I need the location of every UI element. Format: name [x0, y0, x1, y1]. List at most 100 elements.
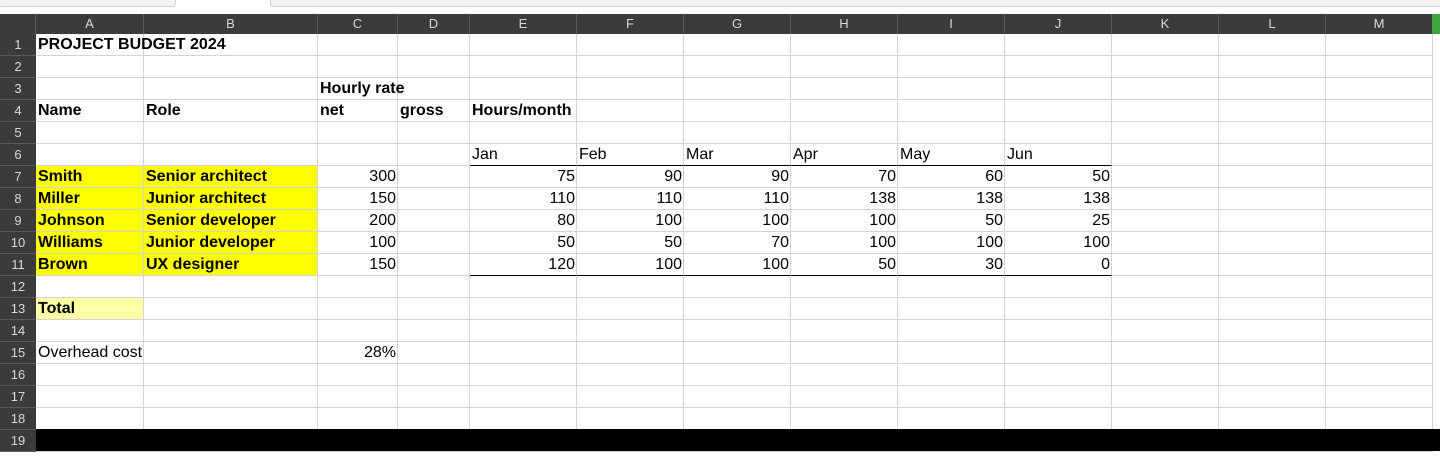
hours-jan[interactable]: 120: [470, 254, 577, 276]
hours-mar[interactable]: 70: [684, 232, 791, 254]
cell-M11[interactable]: [1326, 254, 1433, 276]
cell-C2[interactable]: [318, 56, 398, 78]
cell-L6[interactable]: [1219, 144, 1326, 166]
cell-D10[interactable]: [398, 232, 470, 254]
cell-A16[interactable]: [36, 364, 144, 386]
cell-A14[interactable]: [36, 320, 144, 342]
row-header-8[interactable]: 8: [0, 188, 36, 210]
cell-F16[interactable]: [577, 364, 684, 386]
cell-K18[interactable]: [1112, 408, 1219, 430]
cell-A12[interactable]: [36, 276, 144, 298]
row-header-3[interactable]: 3: [0, 78, 36, 100]
cell-A3[interactable]: [36, 78, 144, 100]
cell-D15[interactable]: [398, 342, 470, 364]
net-header[interactable]: net: [318, 100, 398, 122]
hours-apr[interactable]: 50: [791, 254, 898, 276]
cell-D3[interactable]: [398, 78, 470, 100]
cell-M3[interactable]: [1326, 78, 1433, 100]
month-header-may[interactable]: May: [898, 144, 1005, 166]
cell-B15[interactable]: [144, 342, 318, 364]
cell-F13[interactable]: [577, 298, 684, 320]
cell-I15[interactable]: [898, 342, 1005, 364]
month-header-jan[interactable]: Jan: [470, 144, 577, 166]
row-header-18[interactable]: 18: [0, 408, 36, 430]
cell-A2[interactable]: [36, 56, 144, 78]
cell-M1[interactable]: [1326, 34, 1433, 56]
cell-E14[interactable]: [470, 320, 577, 342]
cell-M15[interactable]: [1326, 342, 1433, 364]
column-header-E[interactable]: E: [470, 14, 577, 34]
cell-D11[interactable]: [398, 254, 470, 276]
hours-apr[interactable]: 100: [791, 232, 898, 254]
hours-mar[interactable]: 110: [684, 188, 791, 210]
hours-jun[interactable]: 50: [1005, 166, 1112, 188]
cell-F2[interactable]: [577, 56, 684, 78]
cell-E1[interactable]: [470, 34, 577, 56]
hours-jun[interactable]: 25: [1005, 210, 1112, 232]
cell-M13[interactable]: [1326, 298, 1433, 320]
overhead-label[interactable]: Overhead cost: [36, 342, 144, 364]
hours-may[interactable]: 30: [898, 254, 1005, 276]
column-header-F[interactable]: F: [577, 14, 684, 34]
row-header-7[interactable]: 7: [0, 166, 36, 188]
cell-L18[interactable]: [1219, 408, 1326, 430]
cell-A17[interactable]: [36, 386, 144, 408]
cell-F15[interactable]: [577, 342, 684, 364]
row-header-19[interactable]: 19: [0, 430, 36, 452]
cell-C18[interactable]: [318, 408, 398, 430]
cell-M10[interactable]: [1326, 232, 1433, 254]
hours-apr[interactable]: 100: [791, 210, 898, 232]
cell-J1[interactable]: [1005, 34, 1112, 56]
cell-E16[interactable]: [470, 364, 577, 386]
cell-I17[interactable]: [898, 386, 1005, 408]
column-header-C[interactable]: C: [318, 14, 398, 34]
cell-E18[interactable]: [470, 408, 577, 430]
cell-J5[interactable]: [1005, 122, 1112, 144]
hours-feb[interactable]: 110: [577, 188, 684, 210]
hours-mar[interactable]: 90: [684, 166, 791, 188]
cell-M6[interactable]: [1326, 144, 1433, 166]
row-header-11[interactable]: 11: [0, 254, 36, 276]
cell-D9[interactable]: [398, 210, 470, 232]
cell-D6[interactable]: [398, 144, 470, 166]
cell-C12[interactable]: [318, 276, 398, 298]
cell-D8[interactable]: [398, 188, 470, 210]
cell-C16[interactable]: [318, 364, 398, 386]
row-header-14[interactable]: 14: [0, 320, 36, 342]
cell-L2[interactable]: [1219, 56, 1326, 78]
cell-H13[interactable]: [791, 298, 898, 320]
cell-K8[interactable]: [1112, 188, 1219, 210]
row-header-2[interactable]: 2: [0, 56, 36, 78]
cell-D16[interactable]: [398, 364, 470, 386]
cell-I13[interactable]: [898, 298, 1005, 320]
cell-J15[interactable]: [1005, 342, 1112, 364]
staff-name[interactable]: Williams: [36, 232, 144, 254]
cell-G3[interactable]: [684, 78, 791, 100]
column-header-D[interactable]: D: [398, 14, 470, 34]
cell-G5[interactable]: [684, 122, 791, 144]
cell-K16[interactable]: [1112, 364, 1219, 386]
hours-month-header[interactable]: Hours/month: [470, 100, 577, 122]
cell-M4[interactable]: [1326, 100, 1433, 122]
hours-apr[interactable]: 138: [791, 188, 898, 210]
cell-J13[interactable]: [1005, 298, 1112, 320]
cell-I18[interactable]: [898, 408, 1005, 430]
cell-I2[interactable]: [898, 56, 1005, 78]
cell-M12[interactable]: [1326, 276, 1433, 298]
cell-F3[interactable]: [577, 78, 684, 100]
cell-I14[interactable]: [898, 320, 1005, 342]
hours-may[interactable]: 100: [898, 232, 1005, 254]
cell-G17[interactable]: [684, 386, 791, 408]
hours-feb[interactable]: 90: [577, 166, 684, 188]
cell-L8[interactable]: [1219, 188, 1326, 210]
column-header-J[interactable]: J: [1005, 14, 1112, 34]
staff-name[interactable]: Miller: [36, 188, 144, 210]
cell-H5[interactable]: [791, 122, 898, 144]
staff-name[interactable]: Smith: [36, 166, 144, 188]
role-header[interactable]: Role: [144, 100, 318, 122]
cell-B1[interactable]: [144, 34, 318, 56]
month-header-mar[interactable]: Mar: [684, 144, 791, 166]
cell-K9[interactable]: [1112, 210, 1219, 232]
cell-F17[interactable]: [577, 386, 684, 408]
cell-M7[interactable]: [1326, 166, 1433, 188]
